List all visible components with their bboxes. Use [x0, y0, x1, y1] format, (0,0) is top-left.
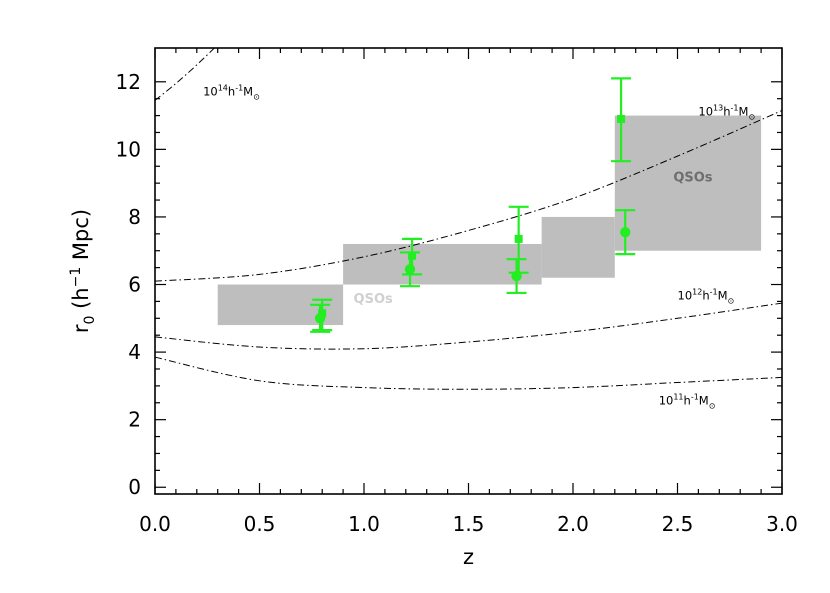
y-tick-label: 4	[128, 340, 141, 364]
halo-curve-11	[155, 356, 782, 390]
circles-point-4	[615, 209, 636, 256]
x-tick-label: 0.5	[244, 512, 276, 536]
y-tick-label: 0	[128, 475, 141, 499]
squares-point-4	[611, 77, 632, 163]
halo-curve-14	[155, 48, 216, 101]
halo-curve-label-12: 1012h-1M⊙	[678, 288, 735, 306]
qso-box-2	[343, 243, 542, 285]
qso-box-label-2: QSOs	[673, 170, 712, 185]
halo-curve-label-11: 1011h-1M⊙	[659, 392, 716, 410]
y-tick-labels: 0 2 4 6 8 10 12	[116, 70, 141, 499]
halo-curve-13	[155, 110, 782, 282]
y-tick-label: 2	[128, 408, 141, 432]
x-tick-label: 1.5	[453, 512, 485, 536]
qso-box-4	[614, 115, 762, 251]
qso-box-3	[541, 216, 615, 278]
axis-ticks	[154, 48, 783, 494]
y-tick-label: 8	[128, 205, 141, 229]
halo-curve-label-14: 1014h-1M⊙	[203, 83, 260, 101]
x-axis-title: z	[463, 545, 474, 569]
x-tick-label: 3.0	[766, 512, 798, 536]
axes: 0.0 0.5 1.0 1.5 2.0 2.5 3.0 0 2 4 6 8 10 12 z r0 (h−…	[68, 47, 798, 569]
y-axis-title: r0 (h−1 Mpc)	[68, 209, 98, 333]
x-tick-label: 0.0	[139, 512, 171, 536]
y-tick-label: 12	[116, 70, 141, 94]
x-tick-label: 2.5	[662, 512, 694, 536]
halo-mass-curves: 1014h-1M⊙ 1013h-1M⊙ 1012h-1M⊙ 1011h-1M⊙	[155, 48, 782, 410]
x-tick-labels: 0.0 0.5 1.0 1.5 2.0 2.5 3.0	[139, 512, 798, 536]
squares-point-3	[508, 205, 529, 274]
y-tick-label: 6	[128, 273, 141, 297]
data-points	[310, 77, 636, 333]
y-tick-label: 10	[116, 137, 141, 161]
halo-curve-12	[155, 302, 782, 350]
squares-point-2	[402, 237, 423, 276]
qso-box-label-1: QSOs	[354, 292, 393, 307]
halo-curve-label-13: 1013h-1M⊙	[698, 104, 755, 122]
qso-boxes	[217, 115, 762, 326]
squares-point-1	[312, 298, 333, 332]
x-tick-label: 1.0	[348, 512, 380, 536]
qso-box-labels: QSOs QSOs	[354, 170, 713, 307]
x-tick-label: 2.0	[557, 512, 589, 536]
